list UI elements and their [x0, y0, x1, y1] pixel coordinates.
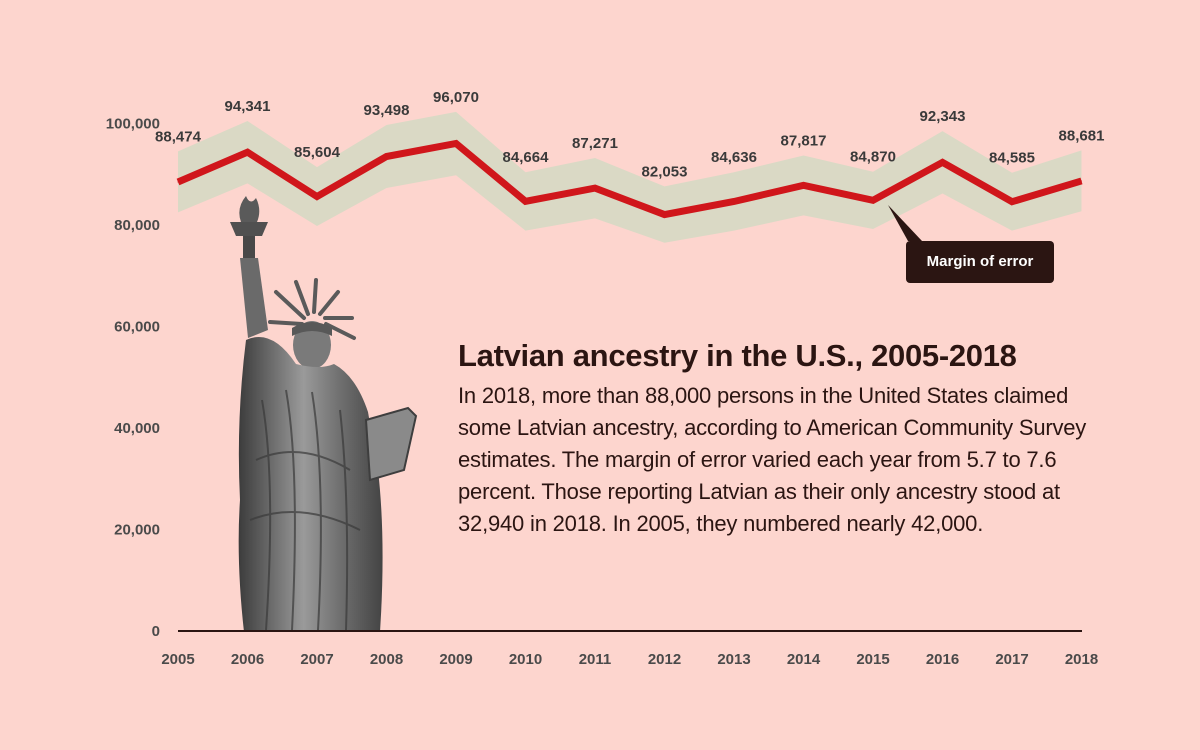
x-tick-label: 2011: [579, 651, 612, 668]
data-label: 94,341: [225, 98, 271, 115]
data-label: 88,474: [155, 128, 202, 145]
x-tick-label: 2014: [787, 651, 821, 668]
data-point: [177, 181, 179, 183]
x-tick-label: 2007: [300, 651, 333, 668]
x-tick-label: 2016: [926, 651, 959, 668]
statue-of-liberty-icon: [230, 196, 418, 632]
data-point: [1011, 201, 1013, 203]
y-tick-label: 0: [152, 623, 160, 640]
data-label: 84,664: [503, 149, 550, 166]
axis-layer: 0 20,000 40,000 60,000 80,000 100,000 2005 2006…: [106, 116, 1098, 669]
y-tick-label: 80,000: [114, 217, 160, 234]
margin-of-error-band: [178, 111, 1082, 243]
data-label: 93,498: [364, 102, 410, 119]
description-text: In 2018, more than 88,000 persons in the…: [458, 383, 1087, 536]
data-point: [733, 200, 735, 202]
data-point: [1081, 180, 1082, 182]
data-point: [316, 196, 318, 198]
data-label: 84,636: [711, 149, 757, 166]
x-tick-label: 2006: [231, 651, 264, 668]
y-tick-label: 100,000: [106, 116, 160, 133]
x-tick-label: 2017: [995, 651, 1028, 668]
data-label: 84,585: [989, 150, 1035, 167]
data-point: [664, 214, 665, 216]
data-label: 92,343: [920, 108, 966, 125]
data-label: 87,817: [781, 132, 827, 149]
description-block: Latvian ancestry in the U.S., 2005-2018 …: [458, 338, 1098, 540]
data-point: [594, 187, 596, 189]
data-point: [455, 142, 457, 144]
callout-pointer: [888, 205, 922, 241]
x-tick-label: 2009: [439, 651, 472, 668]
series-line-layer: [176, 139, 1083, 219]
margin-of-error-label: Margin of error: [926, 253, 1034, 270]
data-point: [386, 155, 387, 157]
data-point: [525, 200, 526, 202]
x-tick-label: 2005: [161, 651, 194, 668]
data-point: [942, 161, 943, 163]
data-point: [247, 151, 248, 153]
chart-title: Latvian ancestry in the U.S., 2005-2018: [458, 338, 1017, 373]
data-label: 88,681: [1059, 127, 1105, 144]
x-tick-label: 2012: [648, 651, 681, 668]
x-tick-label: 2018: [1065, 651, 1098, 668]
data-label: 96,070: [433, 89, 479, 106]
data-label: 84,870: [850, 149, 896, 166]
y-tick-label: 20,000: [114, 522, 160, 539]
data-label: 85,604: [294, 144, 341, 161]
margin-of-error-band-layer: [178, 111, 1082, 243]
x-tick-label: 2008: [370, 651, 403, 668]
x-tick-label: 2013: [717, 651, 750, 668]
data-label: 87,271: [572, 135, 618, 152]
margin-of-error-callout: Margin of error: [906, 241, 1054, 283]
x-tick-label: 2010: [509, 651, 542, 668]
data-label-layer: 88,474 94,341 85,604 93,498 96,070 84,664 87,2…: [155, 89, 1104, 181]
data-point: [803, 184, 804, 186]
data-label: 82,053: [642, 163, 688, 180]
y-tick-label: 60,000: [114, 319, 160, 336]
data-point: [872, 199, 874, 201]
x-tick-label: 2015: [856, 651, 889, 668]
y-tick-label: 40,000: [114, 420, 160, 437]
series-line: [176, 139, 1083, 219]
